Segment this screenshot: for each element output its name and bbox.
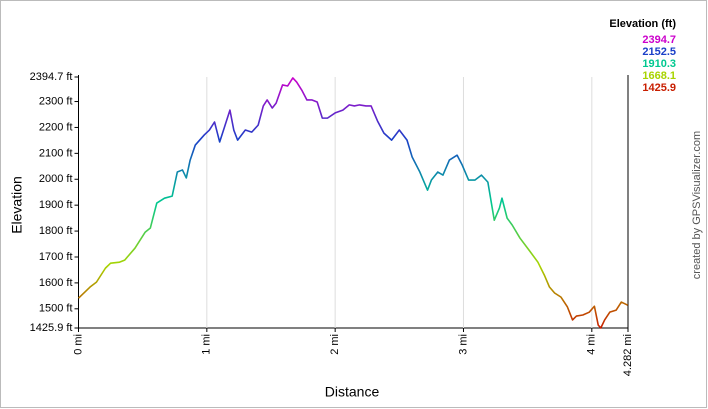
x-tick-label: 1 mi <box>201 334 213 355</box>
y-tick-label: 2200 ft <box>39 121 73 133</box>
x-axis-label: Distance <box>325 384 380 400</box>
x-tick-label: 4.282 mi <box>622 334 634 376</box>
y-tick-label: 1600 ft <box>39 277 73 289</box>
y-tick-label: 1900 ft <box>39 199 73 211</box>
y-tick-label: 2100 ft <box>39 147 73 159</box>
legend-value: 1668.1 <box>642 70 676 82</box>
legend-value: 1910.3 <box>642 58 676 70</box>
x-tick-label: 0 mi <box>72 334 84 355</box>
legend-title: Elevation (ft) <box>609 18 676 30</box>
credit: created by GPSVisualizer.com <box>691 131 703 279</box>
elevation-line <box>77 77 629 329</box>
y-tick-label: 2300 ft <box>39 95 73 107</box>
x-tick-label: 2 mi <box>329 334 341 355</box>
y-tick-label: 1700 ft <box>39 251 73 263</box>
y-tick-label: 2000 ft <box>39 173 73 185</box>
y-tick-label: 1425.9 ft <box>30 322 73 334</box>
legend-value: 2152.5 <box>642 46 676 58</box>
x-tick-label: 4 mi <box>586 334 598 355</box>
x-tick-label: 3 mi <box>457 334 469 355</box>
y-tick-label: 2394.7 ft <box>30 71 73 83</box>
legend-value: 1425.9 <box>642 82 676 94</box>
y-tick-label: 1500 ft <box>39 303 73 315</box>
y-tick-label: 1800 ft <box>39 225 73 237</box>
y-axis-label: Elevation <box>9 176 25 234</box>
legend-value: 2394.7 <box>642 34 676 46</box>
